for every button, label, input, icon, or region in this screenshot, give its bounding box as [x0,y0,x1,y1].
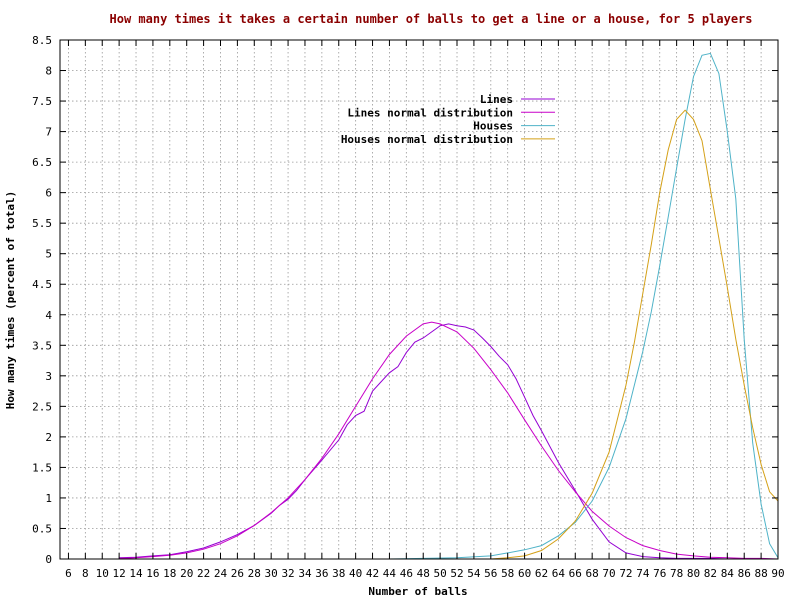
x-tick-label: 36 [315,567,328,580]
x-tick-label: 40 [349,567,362,580]
y-tick-label: 1.5 [32,461,52,474]
y-tick-label: 3.5 [32,339,52,352]
x-tick-label: 90 [771,567,784,580]
x-tick-label: 72 [619,567,632,580]
x-tick-label: 54 [467,567,481,580]
y-tick-label: 8 [45,65,52,78]
x-tick-label: 84 [721,567,735,580]
legend-label: Lines normal distribution [347,106,513,119]
x-tick-label: 70 [602,567,615,580]
x-tick-label: 34 [298,567,312,580]
legend-label: Lines [480,93,513,106]
x-tick-label: 24 [214,567,228,580]
x-tick-label: 62 [535,567,548,580]
x-tick-label: 38 [332,567,345,580]
legend-label: Houses normal distribution [341,133,513,146]
x-tick-label: 82 [704,567,717,580]
x-tick-label: 60 [518,567,531,580]
ticks: 00.511.522.533.544.555.566.577.588.56 8 10… [32,34,785,580]
series-line-lines-normal-distribution [119,321,779,560]
x-tick-label: 88 [754,567,767,580]
y-tick-label: 4 [45,309,52,322]
x-tick-label: 46 [400,567,413,580]
x-tick-label: 58 [501,567,514,580]
y-tick-label: 8.5 [32,34,52,47]
x-tick-label: 44 [383,567,397,580]
x-tick-label: 10 [96,567,109,580]
x-tick-label: 56 [484,567,497,580]
y-tick-label: 0.5 [32,522,52,535]
chart-title: How many times it takes a certain number… [110,12,753,26]
x-tick-label: 42 [366,567,379,580]
series-group [119,52,779,560]
x-tick-label: 66 [569,567,582,580]
x-tick-label: 28 [248,567,261,580]
x-tick-label: 68 [586,567,599,580]
y-tick-label: 1 [45,492,52,505]
series-line-houses-normal-distribution [490,109,779,560]
x-tick-label: 74 [636,567,650,580]
y-axis-label: How many times (percent of total) [4,191,17,410]
grid [60,40,778,559]
x-tick-label: 30 [265,567,278,580]
x-tick-label: 78 [670,567,683,580]
plot-border [59,39,779,560]
x-axis-label: Number of balls [368,585,467,598]
y-tick-label: 4.5 [32,278,52,291]
y-tick-label: 3 [45,370,52,383]
x-tick-label: 22 [197,567,210,580]
y-tick-label: 6.5 [32,156,52,169]
y-tick-label: 2.5 [32,400,52,413]
x-tick-label: 26 [231,567,244,580]
y-tick-label: 5.5 [32,217,52,230]
x-tick-label: 76 [653,567,666,580]
x-tick-label: 86 [738,567,751,580]
y-tick-label: 7.5 [32,95,52,108]
x-tick-label: 8 [82,567,89,580]
x-tick-label: 52 [450,567,463,580]
x-tick-label: 18 [163,567,176,580]
x-tick-label: 32 [281,567,294,580]
y-tick-label: 0 [45,553,52,566]
series-line-lines [119,323,778,560]
legend-label: Houses [473,120,513,133]
x-tick-label: 16 [146,567,159,580]
x-tick-label: 48 [417,567,430,580]
x-tick-label: 14 [129,567,143,580]
y-tick-label: 6 [45,187,52,200]
x-tick-label: 80 [687,567,700,580]
series-line-houses [389,52,779,560]
x-tick-label: 50 [433,567,446,580]
x-tick-label: 64 [552,567,566,580]
y-tick-label: 7 [45,126,52,139]
x-tick-label: 6 [65,567,72,580]
x-tick-label: 20 [180,567,193,580]
x-tick-label: 12 [113,567,126,580]
y-tick-label: 5 [45,248,52,261]
y-tick-label: 2 [45,431,52,444]
